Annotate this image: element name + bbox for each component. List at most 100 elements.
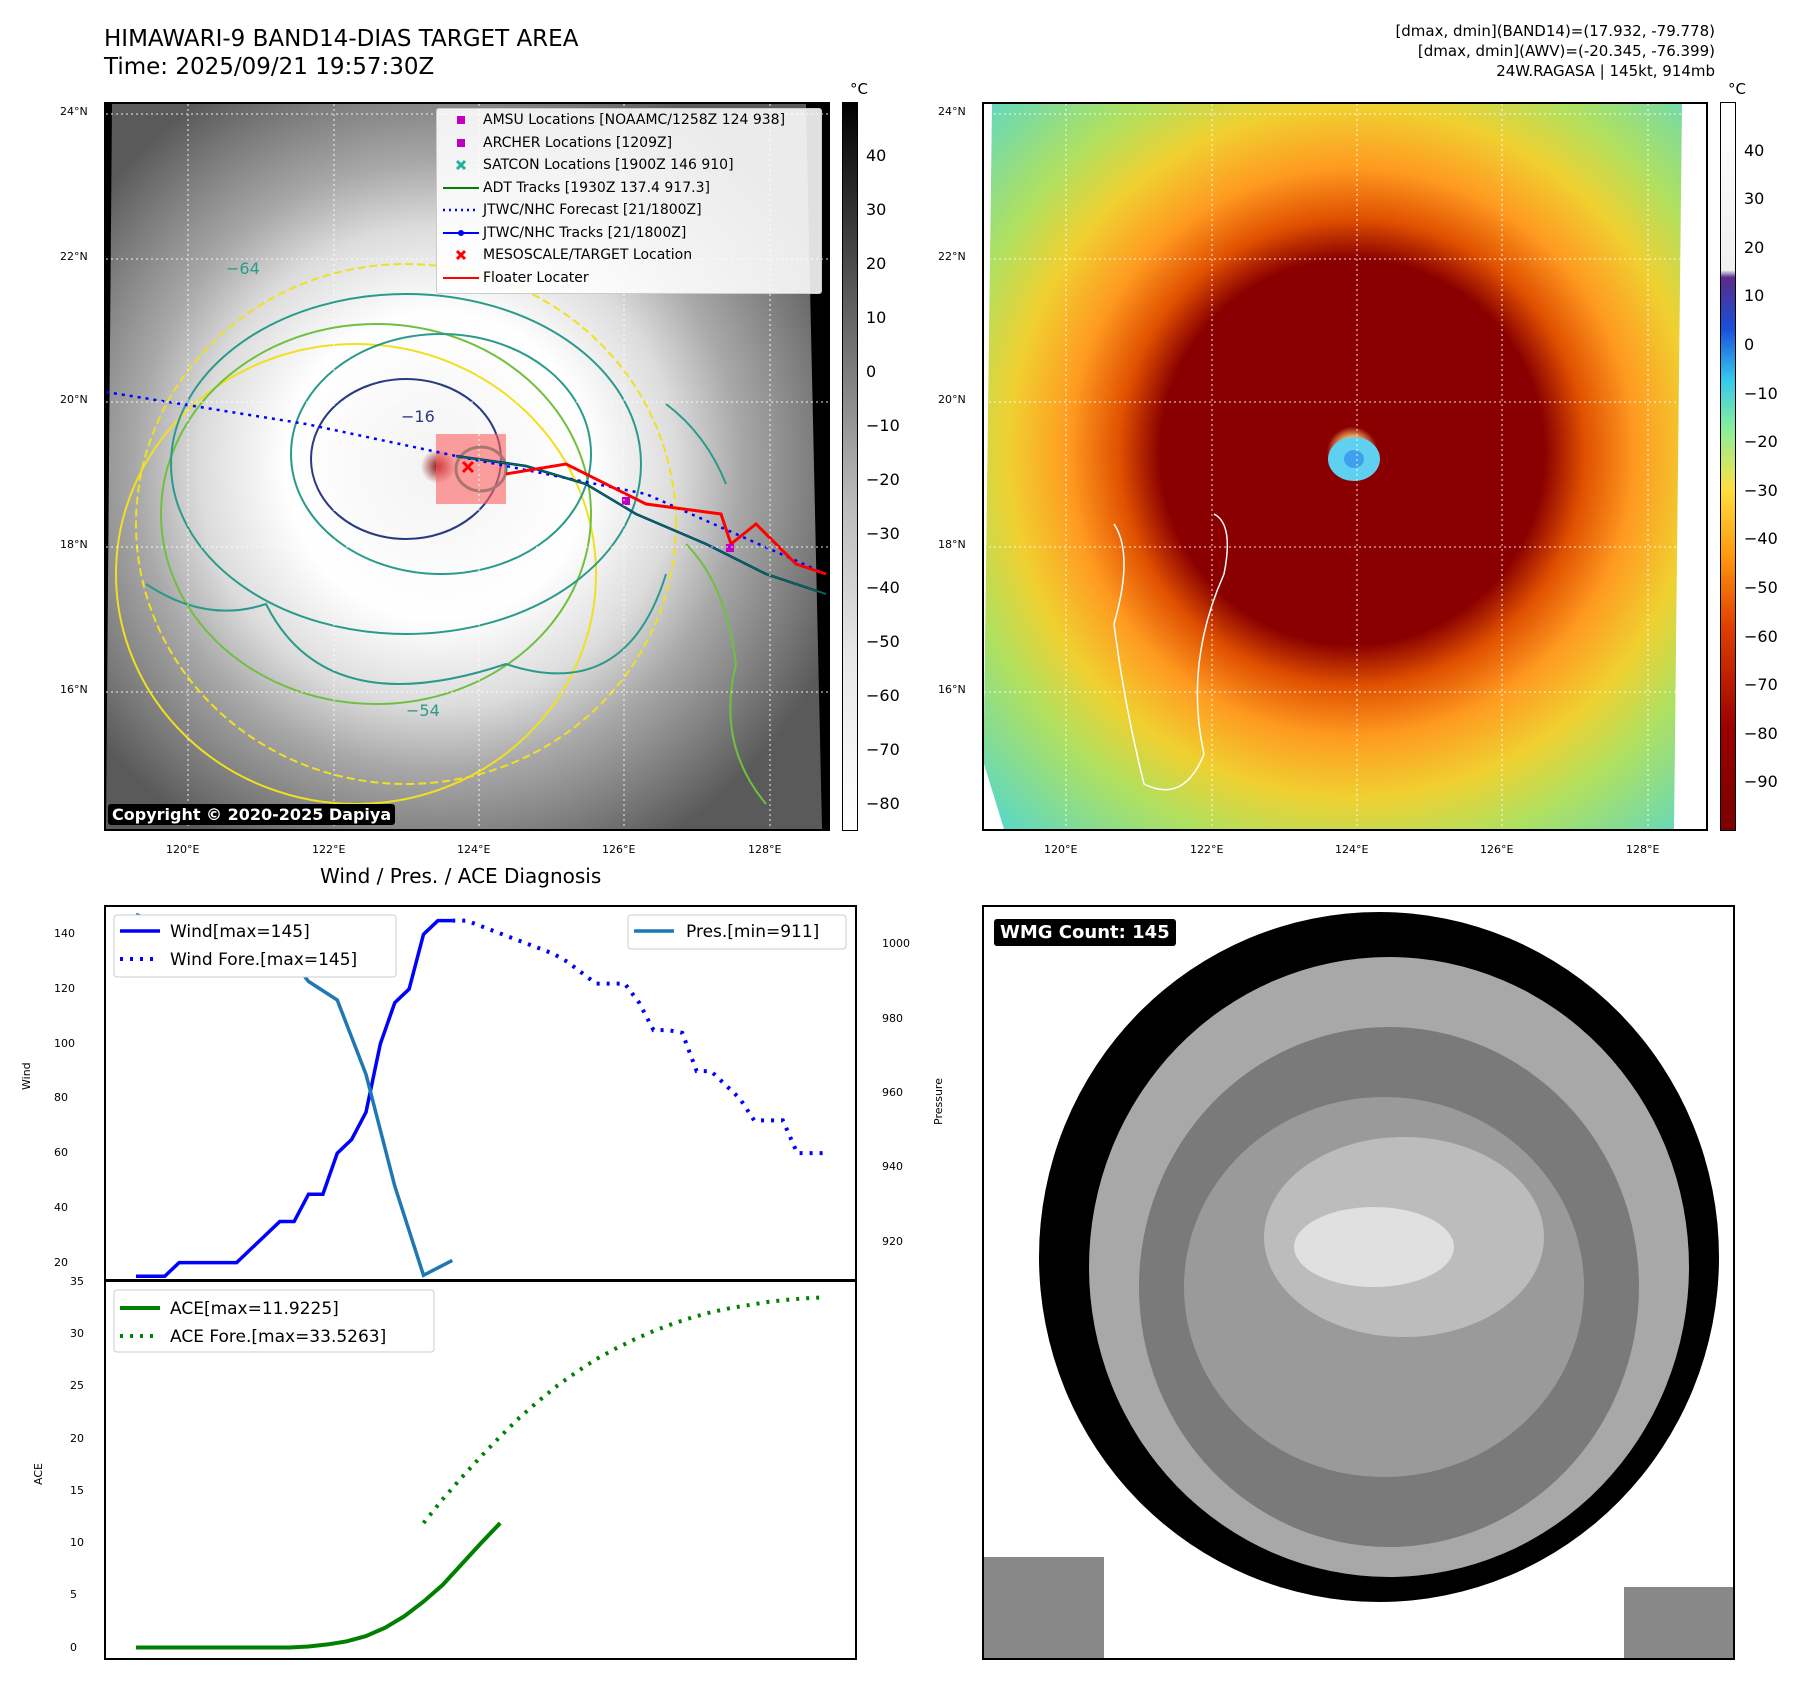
- colorbar-gray-tick: 30: [866, 200, 887, 219]
- wind-ytick: 20: [54, 1255, 68, 1269]
- legend-label: JTWC/NHC Tracks [21/1800Z]: [483, 224, 687, 241]
- lat-label: 16°N: [938, 683, 966, 696]
- ace-forecast-legend-label: ACE Fore.[max=33.5263]: [170, 1327, 386, 1347]
- ace-ytick: 15: [70, 1483, 84, 1497]
- colorbar-gray-tick: −60: [866, 686, 900, 705]
- colorbar-gray-tick: −10: [866, 416, 900, 435]
- lon-label: 124°E: [457, 843, 491, 856]
- colorbar-gray-tick: 0: [866, 362, 877, 381]
- awv-range: [dmax, dmin](AWV)=(-20.345, -76.399): [1417, 42, 1715, 60]
- contour-label: −64: [226, 259, 260, 278]
- wind-ytick: 80: [54, 1091, 68, 1105]
- legend-marker: [443, 276, 479, 279]
- lon-label: 128°E: [1626, 843, 1660, 856]
- legend-label: AMSU Locations [NOAAMC/1258Z 124 938]: [483, 112, 786, 128]
- legend-entry: AMSU Locations [NOAAMC/1258Z 124 938]: [437, 109, 821, 132]
- ace-ytick: 35: [70, 1275, 84, 1288]
- wind-pressure-chart: Wind[max=145] Wind Fore.[max=145] Pres.[mi…: [104, 905, 857, 1281]
- pressure-legend-label: Pres.[min=911]: [686, 922, 819, 942]
- legend-label: SATCON Locations [1900Z 146 910]: [483, 157, 734, 173]
- wind-ylabel: Wind: [20, 1062, 33, 1090]
- colorbar-color-tick: 30: [1744, 189, 1765, 209]
- wind-forecast-line: [452, 918, 826, 1156]
- ace-ytick: 10: [70, 1536, 84, 1550]
- pressure-ytick: 980: [882, 1011, 903, 1025]
- wind-line: [136, 918, 453, 1279]
- ace-ytick: 0: [70, 1640, 77, 1654]
- wind-ytick: 100: [54, 1036, 75, 1050]
- colorbar-color: [1720, 102, 1736, 831]
- wind-ytick: 140: [54, 927, 75, 941]
- legend-entry: Floater Locater: [437, 267, 821, 290]
- legend-entry: JTWC/NHC Tracks [21/1800Z]: [437, 222, 821, 245]
- lat-label: 24°N: [60, 105, 88, 118]
- pressure-ylabel: Pressure: [932, 1078, 945, 1125]
- legend-marker: [457, 116, 465, 124]
- wind-legend: Wind[max=145] Wind Fore.[max=145]: [113, 914, 397, 978]
- colorbar-gray-tick: −80: [866, 794, 900, 813]
- legend-label: Floater Locater: [483, 269, 589, 286]
- lon-label: 126°E: [602, 843, 636, 856]
- lat-label: 16°N: [60, 683, 88, 696]
- ace-plot: ACE[max=11.9225] ACE Fore.[max=33.5263]: [113, 1289, 827, 1650]
- pressure-ytick: 940: [882, 1160, 903, 1174]
- map-legend: AMSU Locations [NOAAMC/1258Z 124 938] ARC…: [436, 108, 822, 294]
- wmg-count-label: WMG Count: 145: [994, 919, 1176, 946]
- colorbar-gray-tick: 10: [866, 308, 887, 327]
- lat-label: 22°N: [938, 250, 966, 263]
- colorbar-gray-tick: 20: [866, 254, 887, 273]
- wmg-panel: WMG Count: 145: [982, 905, 1735, 1660]
- ace-line: [136, 1521, 502, 1650]
- legend-marker: [443, 186, 479, 189]
- legend-marker: [443, 208, 479, 212]
- ace-ytick: 20: [70, 1431, 84, 1445]
- grayscale-ir-map: −16 −54 −64 AMSU Locations [NOAAMC/1258Z…: [104, 102, 830, 831]
- legend-label: JTWC/NHC Forecast [21/1800Z]: [483, 202, 702, 218]
- wind-forecast-legend-label: Wind Fore.[max=145]: [170, 950, 357, 970]
- color-ir-map: [982, 102, 1708, 831]
- ace-legend-label: ACE[max=11.9225]: [170, 1299, 339, 1319]
- colorbar-color-tick: −80: [1744, 723, 1778, 743]
- wmg-image: [984, 907, 1733, 1658]
- legend-marker: [443, 229, 479, 236]
- lat-label: 20°N: [938, 393, 966, 406]
- copyright-label: Copyright © 2020-2025 Dapiya: [108, 804, 396, 825]
- ace-legend: ACE[max=11.9225] ACE Fore.[max=33.5263]: [113, 1289, 435, 1353]
- ace-ytick: 30: [70, 1327, 84, 1341]
- colorbar-color-tick: −90: [1744, 772, 1778, 792]
- legend-label: ADT Tracks [1930Z 137.4 917.3]: [483, 179, 710, 196]
- legend-entry: ADT Tracks [1930Z 137.4 917.3]: [437, 177, 821, 200]
- colorbar-gray-tick: −70: [866, 740, 900, 759]
- colorbar-color-tick: −40: [1744, 529, 1778, 549]
- colorbar-color-unit: °C: [1728, 80, 1746, 98]
- ace-ytick: 5: [70, 1588, 77, 1602]
- wind-ytick: 60: [54, 1146, 68, 1160]
- lon-label: 122°E: [1190, 843, 1224, 856]
- legend-marker: [455, 249, 467, 261]
- wind-ytick: 40: [54, 1200, 68, 1214]
- colorbar-gray: [842, 102, 858, 831]
- pressure-ytick: 1000: [882, 937, 910, 951]
- colorbar-color-tick: 10: [1744, 286, 1765, 306]
- colorbar-color-tick: −10: [1744, 383, 1778, 403]
- ace-chart: ACE[max=11.9225] ACE Fore.[max=33.5263]: [104, 1280, 857, 1660]
- band14-range: [dmax, dmin](BAND14)=(17.932, -79.778): [1395, 22, 1715, 40]
- lat-label: 18°N: [60, 538, 88, 551]
- lat-label: 24°N: [938, 105, 966, 118]
- colorbar-color-tick: −70: [1744, 675, 1778, 695]
- colorbar-color-tick: −50: [1744, 578, 1778, 597]
- ace-ylabel: ACE: [32, 1463, 45, 1485]
- ace-forecast-line: [421, 1295, 827, 1525]
- section-title: Wind / Pres. / ACE Diagnosis: [320, 864, 602, 888]
- colorbar-color-tick: −30: [1744, 480, 1778, 500]
- contour-label: −16: [401, 407, 435, 426]
- colorbar-gray-tick: −30: [866, 524, 900, 543]
- lon-label: 126°E: [1480, 843, 1514, 856]
- lon-label: 122°E: [312, 843, 346, 856]
- lon-label: 120°E: [1044, 843, 1078, 856]
- colorbar-gray-unit: °C: [850, 80, 868, 98]
- legend-marker: [455, 159, 467, 171]
- lon-label: 124°E: [1335, 843, 1369, 856]
- lat-label: 22°N: [60, 250, 88, 263]
- colorbar-gray-tick: −40: [866, 578, 900, 597]
